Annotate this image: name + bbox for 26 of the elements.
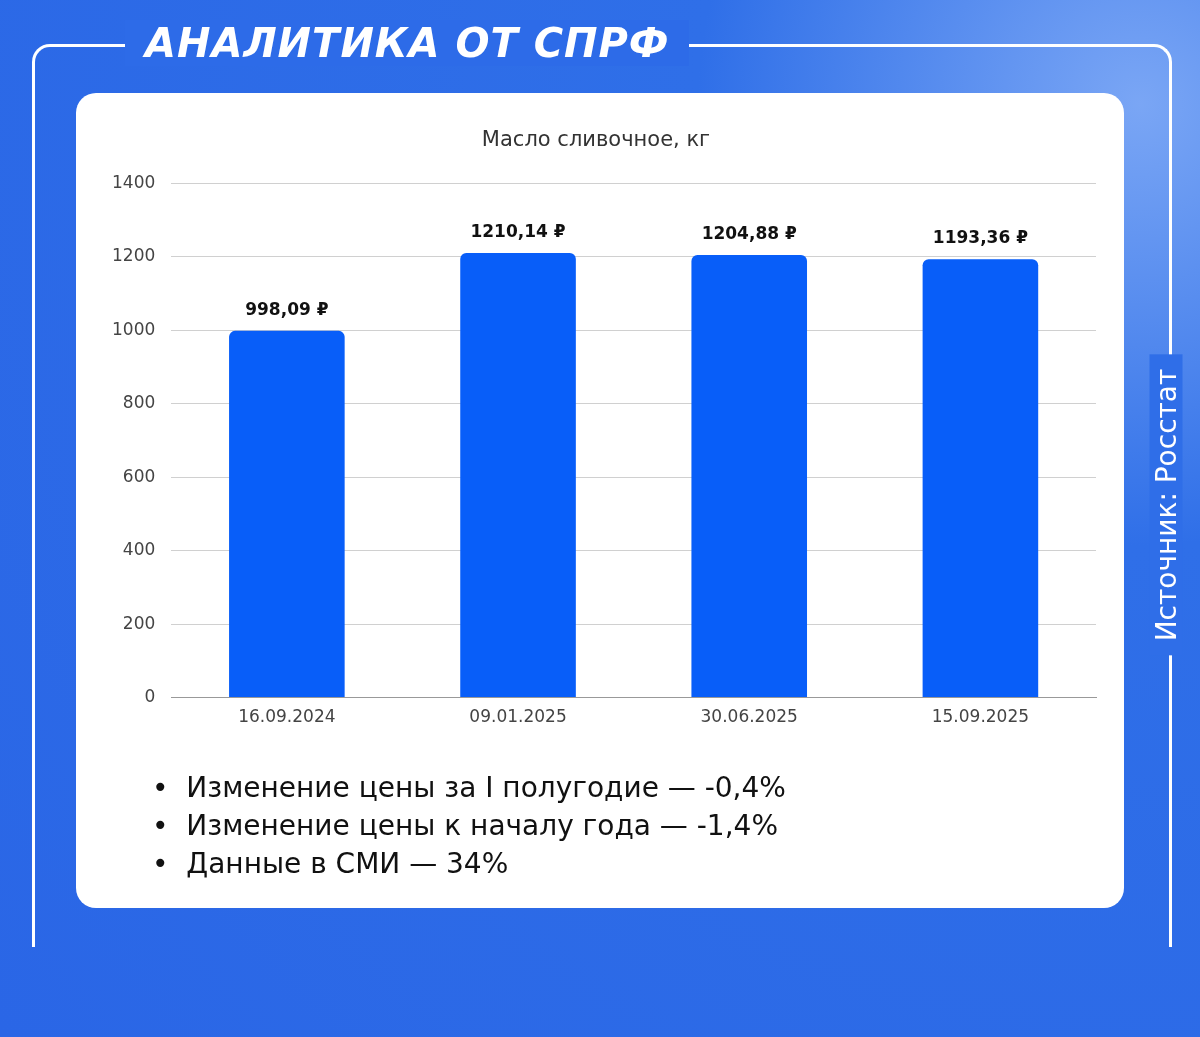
text: Источник: Росстат <box>1149 354 1183 656</box>
chart-subtitle: Масло сливочное, кг <box>481 127 711 152</box>
chart-title: АНАЛИТИКА ОТ СПРФ <box>125 20 690 66</box>
text: • Данные в СМИ — 34% <box>152 846 510 882</box>
bar <box>229 330 345 698</box>
bar <box>691 254 808 698</box>
text: • Изменение цены за I полугодие — -0,4% <box>152 770 786 806</box>
text: • Изменение цены к началу года — -1,4% <box>152 808 779 844</box>
x-tick-label: 16.09.2024 <box>238 706 336 727</box>
y-tick-label: 1200 <box>112 245 156 266</box>
y-tick-label: 800 <box>122 392 156 413</box>
data-label: 1210,14 ₽ <box>470 220 566 241</box>
y-tick-label: 1000 <box>112 318 156 339</box>
data-label: 1204,88 ₽ <box>701 222 797 243</box>
y-tick-label: 600 <box>122 465 156 486</box>
x-tick-label: 30.06.2025 <box>700 706 798 727</box>
y-tick-label: 200 <box>122 612 156 633</box>
data-label: 998,09 ₽ <box>245 298 329 319</box>
y-tick-label: 1400 <box>112 171 156 192</box>
bar <box>922 259 1039 698</box>
x-tick-label: 15.09.2025 <box>931 706 1030 727</box>
y-tick-label: 0 <box>144 686 156 707</box>
data-label: 1193,36 ₽ <box>932 227 1029 248</box>
bar <box>460 252 576 698</box>
y-tick-label: 400 <box>122 539 156 560</box>
x-tick-label: 09.01.2025 <box>469 706 567 727</box>
